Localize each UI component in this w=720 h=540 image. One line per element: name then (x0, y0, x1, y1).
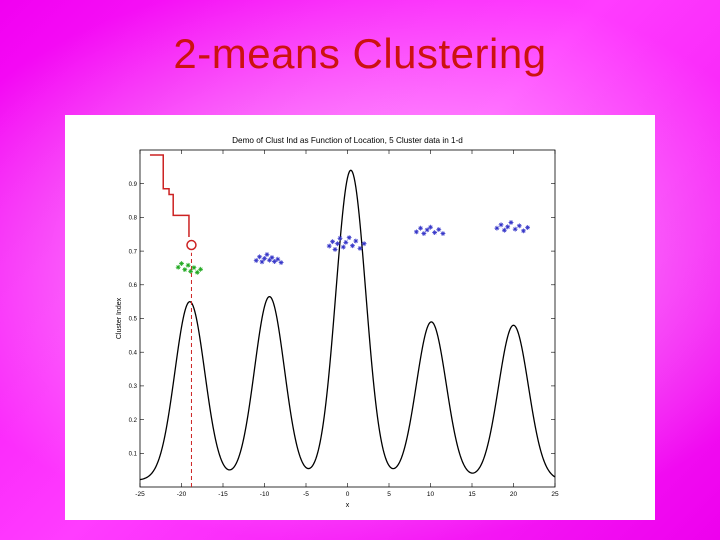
cluster-4-points (418, 225, 423, 231)
cluster-2-points (264, 252, 270, 257)
cluster-2-points (272, 259, 277, 264)
cluster-4-points (413, 229, 419, 235)
cluster-4-points (421, 231, 427, 236)
cluster-5-points (508, 220, 514, 225)
cluster-3-points (326, 243, 332, 249)
selected-cluster-points (191, 265, 197, 271)
selected-cluster-points (175, 264, 181, 270)
plot-panel: -25 -20 -15 -10 -5 0 5 10 15 20 25 0.1 0.2 0.3 0.4 0.5 0… (65, 115, 655, 520)
x-tick-label: -20 (177, 491, 187, 498)
x-tick-label: -15 (218, 491, 228, 498)
cluster-2-points (267, 257, 272, 263)
cluster-3-points (353, 238, 359, 244)
cluster-5-points (516, 223, 522, 229)
cluster-5-points (498, 222, 504, 228)
x-tick-label: 20 (510, 491, 518, 498)
cluster-4-points (440, 231, 446, 236)
cluster-5-points (505, 224, 511, 230)
cluster-2-points (257, 254, 262, 260)
cluster-3-points (350, 243, 355, 249)
cluster-3-points (337, 235, 343, 241)
selected-cluster-points (198, 266, 203, 272)
cluster-3-points (332, 247, 338, 252)
cluster-5-points (525, 225, 531, 230)
x-tick-label: 15 (468, 491, 476, 498)
cluster-5-points (512, 226, 518, 232)
cluster-2-points (269, 255, 275, 260)
y-tick-label: 0.9 (129, 182, 138, 188)
slide-title: 2-means Clustering (173, 30, 547, 77)
x-axis-label: x (346, 502, 350, 509)
selected-cluster-points (188, 268, 194, 274)
cluster-index-chart: -25 -20 -15 -10 -5 0 5 10 15 20 25 0.1 0.2 0.3 0.4 0.5 0… (116, 136, 559, 509)
cluster-3-points (343, 239, 349, 245)
cluster-2-points (278, 260, 284, 265)
cluster-index-path (149, 154, 190, 237)
cluster-3-points (361, 241, 367, 247)
cluster-3-points (357, 246, 363, 251)
x-tick-label: -5 (303, 491, 309, 498)
x-tick-label: 5 (387, 491, 391, 498)
cluster-4-points (436, 227, 442, 232)
y-tick-label: 0.2 (129, 418, 138, 424)
y-tick-label: 0.8 (129, 216, 138, 222)
x-tick-label: 0 (346, 491, 350, 498)
x-tick-label: -25 (135, 491, 145, 498)
y-tick-label: 0.6 (129, 283, 138, 289)
cluster-2-points (259, 259, 265, 265)
y-tick-label: 0.4 (129, 350, 138, 356)
selected-cluster-points (194, 269, 200, 275)
cluster-5-points (501, 227, 507, 233)
current-split-marker (186, 239, 197, 251)
y-tick-label: 0.7 (129, 249, 138, 255)
cluster-2-points (262, 256, 267, 261)
y-tick-label: 0.5 (129, 317, 138, 323)
y-tick-label: 0.3 (129, 384, 138, 390)
chart-title: Demo of Clust Ind as Function of Locatio… (232, 136, 463, 145)
cluster-5-points (494, 225, 500, 231)
x-tick-label: 25 (551, 491, 559, 498)
cluster-5-points (521, 228, 526, 234)
axes-box (139, 149, 556, 488)
density-curve (139, 169, 556, 481)
cluster-4-points (428, 224, 433, 230)
selected-cluster-points (179, 261, 184, 266)
cluster-4-points (432, 230, 438, 235)
cluster-4-points (424, 227, 430, 233)
y-axis-label: Cluster Index (116, 297, 123, 339)
x-tick-label: -10 (260, 491, 270, 498)
cluster-3-points (330, 239, 335, 245)
cluster-2-points (275, 256, 281, 262)
selected-cluster-points (182, 267, 188, 273)
y-tick-label: 0.1 (129, 452, 138, 458)
selected-cluster-points (185, 262, 191, 268)
x-tick-label: 10 (427, 491, 435, 498)
cluster-3-points (340, 244, 346, 250)
cluster-2-points (253, 258, 259, 263)
cluster-3-points (346, 235, 352, 241)
cluster-3-points (335, 241, 340, 247)
